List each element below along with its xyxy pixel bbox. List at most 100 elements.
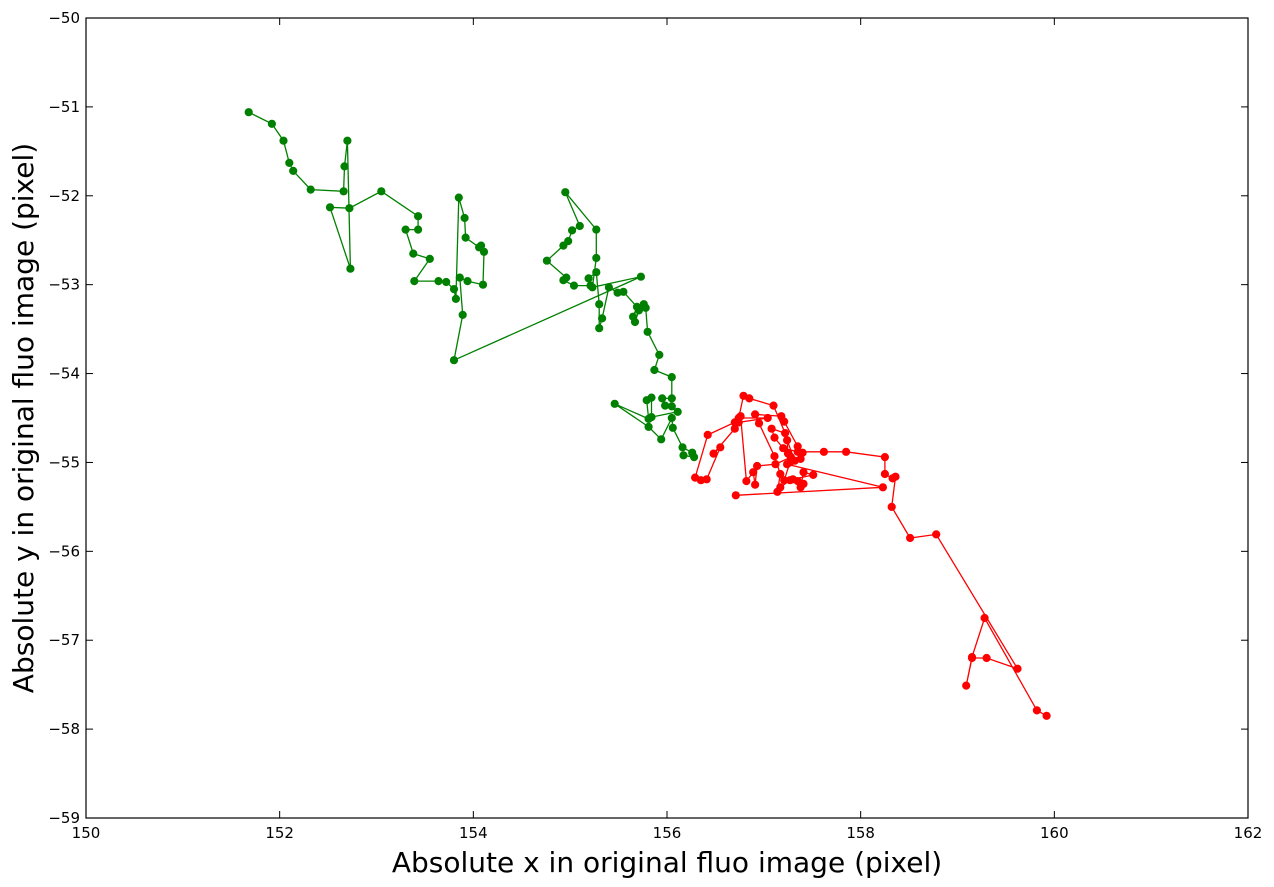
y-axis-label: Absolute y in original fluo image (pixel… [7,143,40,693]
data-point [285,158,294,167]
data-point [559,276,568,285]
data-point [667,402,676,411]
y-tick-label: −56 [48,542,80,560]
data-point [781,429,790,438]
data-point [661,401,670,410]
y-tick-label: −57 [48,631,80,649]
data-point [771,460,780,469]
data-point [592,268,601,277]
data-point [690,453,699,462]
data-point [339,187,348,196]
y-tick-label: −55 [48,453,80,471]
plot-area [86,18,1248,818]
data-point [267,119,276,128]
data-point [449,356,459,365]
data-point [754,419,764,428]
x-tick-label: 158 [846,824,875,842]
data-point [455,273,464,282]
data-point [887,502,896,511]
data-point [962,681,971,690]
data-point [770,452,779,461]
data-point [667,373,676,382]
data-point [783,436,792,445]
data-point [434,277,443,286]
data-point [586,281,595,290]
data-point [340,162,349,171]
data-point [325,203,335,212]
y-tick-label: −52 [48,187,80,205]
data-point [799,468,808,477]
data-point [595,300,604,309]
data-point [1032,706,1042,715]
data-point [478,280,488,289]
data-point [767,424,776,433]
data-point [751,410,760,419]
data-point [610,399,619,408]
data-point [980,613,989,623]
data-point [691,473,700,482]
data-point [619,287,628,296]
data-point [769,401,778,410]
x-tick-label: 160 [1040,824,1069,842]
data-point [279,136,288,145]
y-tick-label: −51 [48,98,80,116]
data-point [346,264,355,273]
data-point [568,226,577,235]
data-point [306,185,315,194]
data-point [1042,711,1051,720]
data-point [798,448,807,457]
data-point [678,443,687,452]
x-tick-label: 152 [265,824,294,842]
data-point [658,394,667,403]
data-point [630,317,640,327]
data-point [584,274,593,283]
data-point [753,461,762,471]
data-point [636,272,646,281]
data-point [668,423,677,432]
data-point [780,476,789,485]
data-point [819,447,829,456]
data-point [458,310,467,319]
data-point [739,391,748,400]
data-point [673,407,682,416]
data-point [657,435,666,444]
data-point [409,249,418,258]
data-point [731,491,740,500]
data-point [888,474,897,483]
y-tick-label: −59 [48,809,80,827]
data-point [749,468,758,477]
data-point [644,414,653,423]
data-point [414,212,423,221]
data-point [842,447,851,456]
data-point [642,396,651,405]
data-point [776,483,785,492]
ticks-layer: 150 152 154 156 158 160 162 −59 −58 −57 −56 −55 −54 −… [48,9,1262,842]
data-point [641,303,650,312]
data-point [289,166,298,175]
data-point [770,433,779,442]
data-point [742,477,751,486]
data-point [604,283,614,292]
x-tick-label: 150 [72,824,101,842]
y-tick-label: −54 [48,365,80,383]
data-point [461,233,470,242]
data-point [598,314,607,323]
data-point [779,444,788,453]
data-point [542,256,552,265]
x-tick-label: 156 [653,824,682,842]
data-point [667,413,676,423]
data-point [703,430,712,439]
data-point [442,277,451,287]
data-point [655,350,664,359]
data-point [788,475,798,484]
data-point [569,281,579,290]
data-point [906,533,915,543]
data-point [809,470,818,479]
y-tick-label: −50 [48,9,80,27]
series-layer [244,108,1051,720]
data-point [736,412,745,421]
data-point [1013,664,1022,673]
data-point [650,365,659,375]
x-axis-label: Absolute x in original fluo image (pixel… [392,846,942,879]
data-point [796,483,805,492]
